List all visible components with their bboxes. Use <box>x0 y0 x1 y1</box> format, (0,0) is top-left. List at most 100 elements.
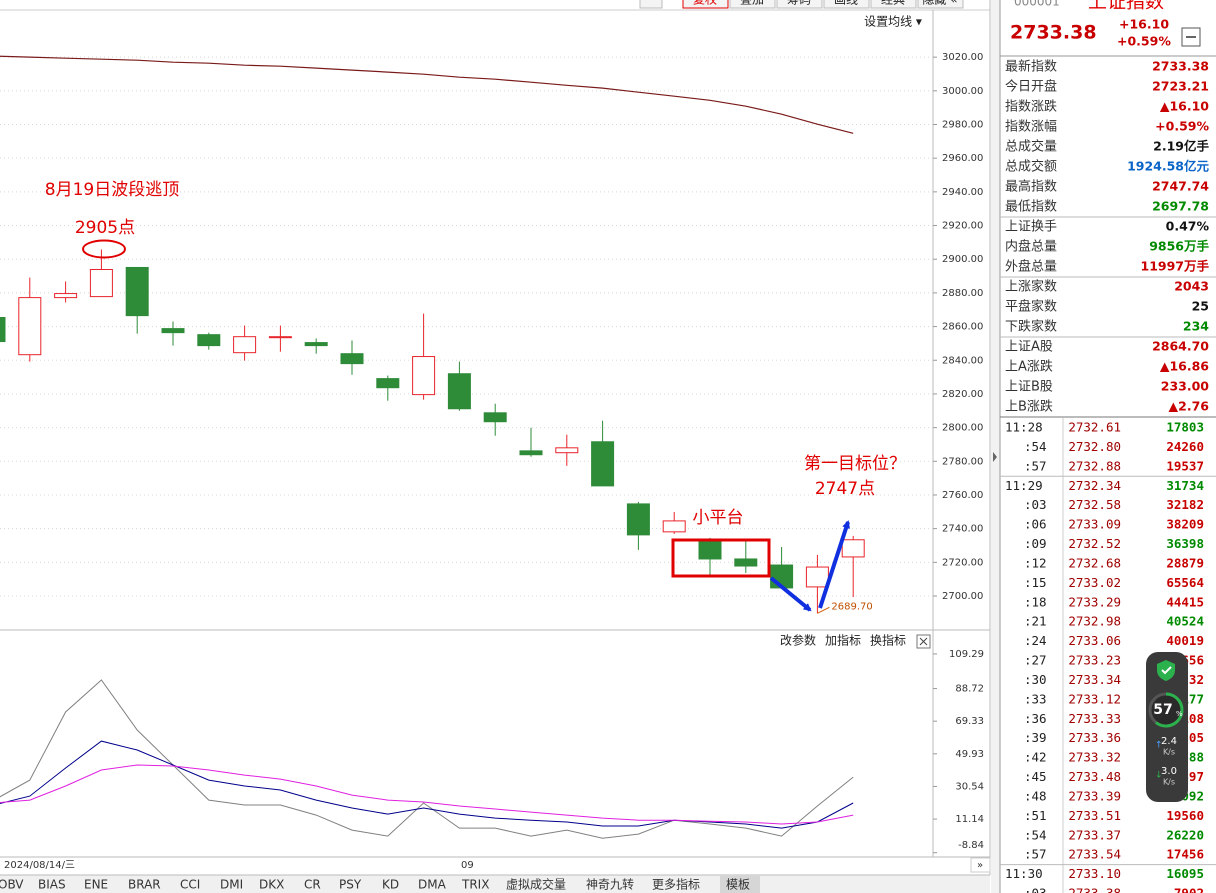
tab[interactable]: BRAR <box>128 878 161 892</box>
tab[interactable]: DMA <box>418 878 447 892</box>
toolbar-button[interactable] <box>917 0 964 9</box>
ma-line <box>0 55 854 134</box>
tick-time: :06 <box>1024 517 1047 532</box>
annotation: 2905点 <box>75 218 135 238</box>
toolbar: 复权 叠加 筹码 画线 经典 隐藏 « <box>639 0 964 9</box>
y-tick-label: 2780.00 <box>942 456 983 467</box>
tab-list: OBV BIAS ENE BRAR CCI DMI DKX CR PSY KD DMA TRIX 虚拟成… <box>0 876 760 893</box>
tab[interactable]: 虚拟成交量 <box>506 877 566 892</box>
tick-price: 2733.54 <box>1068 847 1121 862</box>
tick-price: 2733.37 <box>1068 827 1121 842</box>
quote-label: 外盘总量 <box>1005 259 1057 275</box>
tick-time: :03 <box>1024 497 1047 512</box>
indicator-line <box>0 740 854 829</box>
candle-body <box>376 378 400 389</box>
tab[interactable]: DKX <box>259 878 284 892</box>
ma-setting[interactable]: 设置均线 ▾ <box>864 15 922 29</box>
tab[interactable]: DMI <box>220 878 243 892</box>
indicator-button[interactable]: 改参数 <box>780 633 816 648</box>
toolbar-button[interactable] <box>823 0 870 9</box>
tick-price: 2732.88 <box>1068 458 1121 473</box>
price-change: +16.10 <box>1119 17 1169 32</box>
y-tick-label: 2880.00 <box>942 288 983 299</box>
candle-body <box>304 342 328 347</box>
tab[interactable]: PSY <box>339 878 362 892</box>
tick-time: 11:29 <box>1005 478 1043 493</box>
quote-value: +0.59% <box>1155 119 1209 134</box>
tick-volume: 26220 <box>1166 827 1204 842</box>
indicator-button[interactable]: 加指标 <box>825 633 861 648</box>
tick-time: :45 <box>1024 769 1047 784</box>
speed-value: 3.0 <box>1161 766 1177 777</box>
toolbar-button-label[interactable]: 经典 <box>881 0 905 7</box>
tick-time: :18 <box>1024 594 1047 609</box>
toolbar-button-label[interactable]: 复权 <box>693 0 717 7</box>
tick-time: :48 <box>1024 788 1047 803</box>
tick-price: 2733.38 <box>1068 886 1121 893</box>
tab[interactable]: TRIX <box>461 878 489 892</box>
tick-time: :51 <box>1024 808 1047 823</box>
tick-volume: 24260 <box>1166 439 1204 454</box>
y-tick-label: 2960.00 <box>942 153 983 164</box>
indicator-line <box>0 679 854 839</box>
candle-body <box>125 266 149 317</box>
stock-code: 000001 <box>1014 0 1060 9</box>
tab[interactable]: 神奇九转 <box>586 877 634 892</box>
toolbar-button[interactable] <box>639 0 663 9</box>
toolbar-button-label[interactable]: 叠加 <box>740 0 764 7</box>
tab[interactable]: KD <box>382 878 399 892</box>
tab[interactable]: ENE <box>84 878 108 892</box>
arrow <box>818 520 850 609</box>
candle-body <box>841 539 865 558</box>
tab[interactable]: 模板 <box>726 878 750 892</box>
tab[interactable]: CCI <box>180 878 200 892</box>
tab-selected[interactable] <box>720 876 760 893</box>
tab[interactable]: 更多指标 <box>652 877 700 892</box>
tick-time: :39 <box>1024 730 1047 745</box>
last-price: 2733.38 <box>1010 22 1097 44</box>
toolbar-button-label[interactable]: 隐藏 « <box>922 0 957 7</box>
tab[interactable]: OBV <box>0 878 24 892</box>
speed-value: 2.4 <box>1161 736 1177 747</box>
tick-price: 2733.29 <box>1068 594 1121 609</box>
quote-value: 9856万手 <box>1149 239 1209 254</box>
toolbar-button-label[interactable]: 筹码 <box>787 0 811 7</box>
tab[interactable]: BIAS <box>38 878 66 892</box>
tick-volume: 17803 <box>1166 420 1204 435</box>
tick-price: 2733.10 <box>1068 866 1121 881</box>
toolbar-button[interactable] <box>776 0 823 9</box>
quote-value: 0.47% <box>1166 219 1210 234</box>
quote-value: 11997万手 <box>1141 259 1210 274</box>
quote-value: ▲16.10 <box>1160 99 1209 114</box>
tick-time: :57 <box>1024 458 1047 473</box>
quote-label: 指数涨跌 <box>1005 99 1057 115</box>
tick-time: :27 <box>1024 653 1047 668</box>
quote-label: 最低指数 <box>1005 200 1057 215</box>
tick-price: 2732.34 <box>1068 478 1121 493</box>
tick-volume: 19537 <box>1166 458 1204 473</box>
y-tick-label: 11.14 <box>955 814 984 825</box>
quote-value: 2043 <box>1174 279 1209 294</box>
toolbar-button[interactable] <box>729 0 776 9</box>
candle-body <box>340 353 364 365</box>
tick-time: :36 <box>1024 711 1047 726</box>
speed-arrow: ↑ <box>1155 741 1163 751</box>
indicator-button[interactable]: 换指标 <box>870 633 906 648</box>
splitter[interactable] <box>991 0 1000 893</box>
toolbar-button-label[interactable]: 画线 <box>834 0 858 7</box>
tick-price: 2732.52 <box>1068 536 1121 551</box>
y-tick-label: 2980.00 <box>942 120 983 131</box>
candle-body <box>89 268 113 298</box>
tab[interactable]: CR <box>304 878 321 892</box>
scroll-button[interactable] <box>970 857 991 873</box>
quote-label: 平盘家数 <box>1005 299 1057 315</box>
quote-value: 233.00 <box>1161 379 1210 394</box>
quote-label: 内盘总量 <box>1005 239 1057 255</box>
quote-label: 总成交额 <box>1005 159 1057 175</box>
candle-body <box>662 520 686 533</box>
toolbar-button[interactable] <box>870 0 917 9</box>
tick-price: 2733.51 <box>1068 808 1121 823</box>
quote-value: 1924.58亿元 <box>1127 159 1209 174</box>
toolbar-button[interactable] <box>682 0 729 9</box>
